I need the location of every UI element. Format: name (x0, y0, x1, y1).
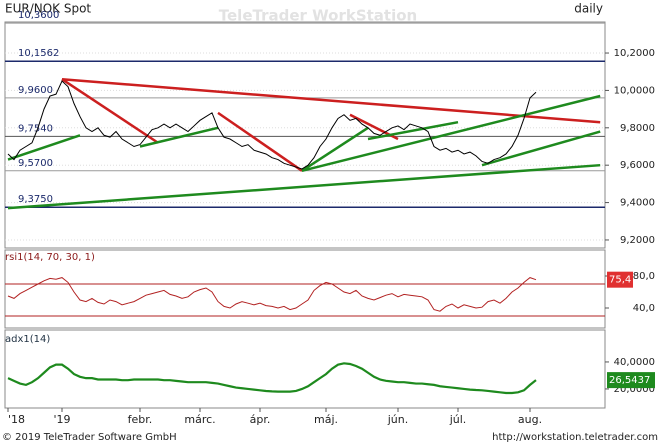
x-tick-label: febr. (128, 413, 153, 426)
url: http://workstation.teletrader.com (492, 432, 658, 443)
series-line (7, 80, 537, 170)
last-value-badge (607, 372, 655, 389)
level-label: 9,7540 (18, 123, 53, 134)
series-line (7, 277, 537, 312)
last-value-badge (607, 271, 633, 288)
y-tick-label: 40,0 (633, 303, 655, 314)
level-label: 10,1562 (18, 48, 59, 59)
x-tick-label: márc. (184, 413, 215, 426)
x-tick-label: ápr. (250, 413, 271, 426)
watermark: TeleTrader WorkStation (219, 7, 417, 25)
trend-line (61, 78, 159, 144)
chart-title: EUR/NOK Spot (5, 2, 91, 16)
x-tick-label: júl. (449, 413, 467, 426)
trend-line (7, 134, 81, 161)
last-value-label: 75,4 (609, 275, 631, 286)
rsi-title: rsi1(14, 70, 30, 1) (5, 252, 95, 263)
trend-line (7, 163, 601, 210)
level-label: 9,3750 (18, 194, 53, 205)
x-tick-label: jún. (387, 413, 409, 426)
adx-panel (4, 329, 606, 409)
y-tick-label: 80,0 (633, 271, 655, 282)
rsi-panel (4, 249, 606, 329)
y-tick-label: 10,2000 (614, 48, 655, 59)
trend-line (301, 126, 369, 172)
adx-title: adx1(14) (5, 334, 50, 345)
x-tick-label: '19 (53, 413, 70, 426)
x-tick-label: '18 (8, 413, 25, 426)
trend-line (139, 126, 219, 148)
y-tick-label: 9,2000 (620, 235, 655, 246)
trend-line (61, 77, 601, 124)
level-label: 9,9600 (18, 85, 53, 96)
y-tick-label: 40,0000 (614, 357, 655, 368)
y-tick-label: 20,0000 (614, 384, 655, 395)
trend-line (481, 130, 601, 167)
trend-line (367, 120, 459, 141)
price-panel (4, 21, 606, 249)
y-tick-label: 9,8000 (620, 123, 655, 134)
interval: daily (574, 2, 603, 16)
level-label: 10,3600 (18, 10, 59, 21)
y-tick-label: 10,0000 (614, 85, 655, 96)
x-tick-label: aug. (518, 413, 542, 426)
last-value-label: 26,5437 (609, 375, 650, 386)
level-label: 9,5700 (18, 158, 53, 169)
y-tick-label: 9,6000 (620, 160, 655, 171)
trend-line (301, 94, 601, 173)
trend-line (217, 111, 303, 172)
copyright: © 2019 TeleTrader Software GmbH (2, 432, 177, 443)
x-tick-label: máj. (314, 413, 338, 426)
y-tick-label: 9,4000 (620, 198, 655, 209)
series-line (7, 362, 537, 395)
